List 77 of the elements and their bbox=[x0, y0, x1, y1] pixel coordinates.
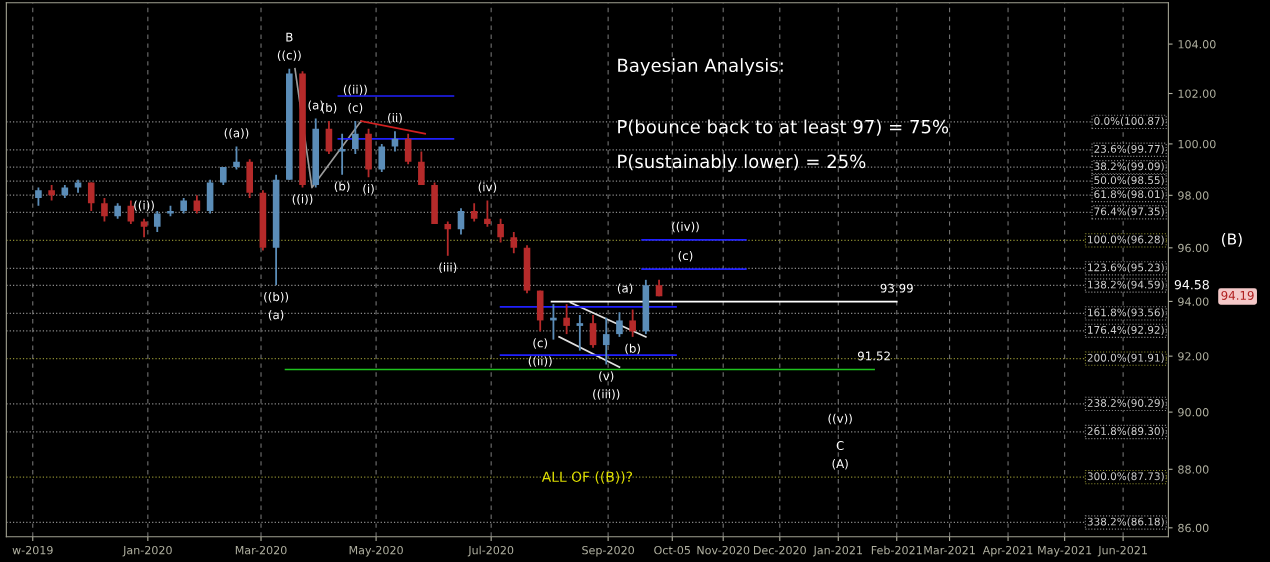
annotation: (i) bbox=[363, 184, 374, 195]
annotation: ((iii)) bbox=[593, 389, 620, 400]
x-tick-label: Jan-2020 bbox=[122, 545, 172, 557]
x-tick-label: Feb-2021 bbox=[871, 545, 922, 555]
annotation: ((i)) bbox=[292, 194, 313, 205]
ref-line-label: 238.2%(90.29) bbox=[1087, 398, 1164, 409]
annotation: ((v)) bbox=[828, 413, 852, 425]
annotation: (a) bbox=[268, 310, 284, 321]
y-tick-label: 104.00 bbox=[1178, 40, 1216, 49]
x-tick-label: Mar-2020 bbox=[235, 545, 287, 555]
y-tick-label: 100.00 bbox=[1178, 139, 1216, 149]
annotation: ((a)) bbox=[224, 128, 249, 139]
annotation: 94.58 bbox=[1174, 279, 1209, 290]
annotation: (a) bbox=[617, 283, 633, 294]
y-tick-label: 96.00 bbox=[1178, 243, 1209, 253]
x-tick-label: May-2020 bbox=[349, 545, 403, 557]
annotation: (iv) bbox=[478, 182, 497, 193]
x-tick-label: Jun-2021 bbox=[1097, 545, 1147, 557]
text: (B) bbox=[1222, 233, 1242, 247]
x-tick-label: w-2019 bbox=[12, 545, 53, 555]
annotation: P(sustainably lower) = 25% bbox=[618, 154, 866, 172]
x-tick-label: Jan-2021 bbox=[812, 545, 862, 557]
annotation: (c) bbox=[678, 250, 693, 262]
x-tick-label: Nov-2020 bbox=[697, 545, 750, 555]
x-tick-label: Mar-2021 bbox=[924, 545, 975, 555]
x-tick-label: Dec-2020 bbox=[753, 545, 806, 555]
annotation: ((ii)) bbox=[343, 84, 367, 96]
ref-line-label: 176.4%(92.92) bbox=[1088, 325, 1164, 336]
x-tick-label: Sep-2020 bbox=[582, 545, 634, 557]
x-tick-label: Jul-2020 bbox=[467, 545, 514, 557]
ref-line-label: 23.6%(99.77) bbox=[1094, 144, 1164, 155]
ref-line-label: 100.0%(96.28) bbox=[1088, 235, 1164, 245]
annotation: (A) bbox=[832, 458, 848, 470]
annotation: (b) bbox=[625, 343, 640, 355]
annotation: 93.99 bbox=[880, 283, 913, 293]
annotation: 91.52 bbox=[857, 351, 890, 361]
annotation: (c) bbox=[348, 102, 363, 114]
annotation: (b) bbox=[321, 102, 337, 114]
ref-line-label: 0.0%(100.87) bbox=[1094, 116, 1164, 127]
annotation: ((iv)) bbox=[672, 221, 699, 233]
x-tick-label: Apr-2021 bbox=[982, 545, 1033, 557]
annotation: P(bounce back to at least 97) = 75% bbox=[618, 119, 949, 136]
ref-line-label: 200.0%(91.91) bbox=[1087, 353, 1164, 363]
y-tick-label: 90.00 bbox=[1178, 408, 1209, 417]
text: 94.19 bbox=[1221, 290, 1254, 300]
annotation: (v) bbox=[599, 371, 614, 382]
y-tick-label: 102.00 bbox=[1178, 89, 1216, 98]
ref-line-label: 261.8%(89.30) bbox=[1087, 426, 1164, 437]
y-tick-label: 86.00 bbox=[1178, 523, 1209, 533]
y-tick-label: 88.00 bbox=[1178, 465, 1209, 474]
ref-line-label: 338.2%(86.18) bbox=[1087, 517, 1164, 527]
ref-line-label: 161.8%(93.56) bbox=[1088, 308, 1164, 318]
annotation: (ii) bbox=[388, 113, 402, 124]
ref-line-label: 123.6%(95.23) bbox=[1088, 263, 1164, 273]
annotation: ((b)) bbox=[264, 292, 289, 303]
ref-line-label: 61.8%(98.01) bbox=[1094, 190, 1164, 200]
y-tick-label: 92.00 bbox=[1178, 352, 1209, 361]
ref-line-label: 50.0%(98.55) bbox=[1094, 176, 1164, 186]
y-tick-label: 94.00 bbox=[1178, 297, 1209, 306]
annotation: ALL OF ((B))? bbox=[541, 471, 633, 484]
annotation: ((ii)) bbox=[528, 356, 552, 367]
ref-line-label: 138.2%(94.59) bbox=[1088, 280, 1164, 290]
annotation: (a) bbox=[308, 100, 323, 111]
ref-line-label: 76.4%(97.35) bbox=[1094, 207, 1164, 217]
annotation: (c) bbox=[533, 338, 548, 349]
ref-line-label: 300.0%(87.73) bbox=[1087, 472, 1164, 482]
annotation: B bbox=[286, 32, 293, 42]
annotation: Bayesian Analysis: bbox=[618, 58, 783, 76]
annotation: (b) bbox=[334, 181, 350, 192]
y-tick-label: 98.00 bbox=[1178, 191, 1209, 200]
annotation: C bbox=[836, 441, 844, 450]
x-tick-label: Oct-05 bbox=[654, 545, 690, 555]
annotation: ((i)) bbox=[134, 200, 154, 212]
x-tick-label: May-2021 bbox=[1038, 545, 1092, 557]
annotation: ((c)) bbox=[277, 50, 301, 61]
annotation: (iii) bbox=[439, 262, 457, 274]
ref-line-label: 38.2%(99.09) bbox=[1094, 162, 1164, 172]
